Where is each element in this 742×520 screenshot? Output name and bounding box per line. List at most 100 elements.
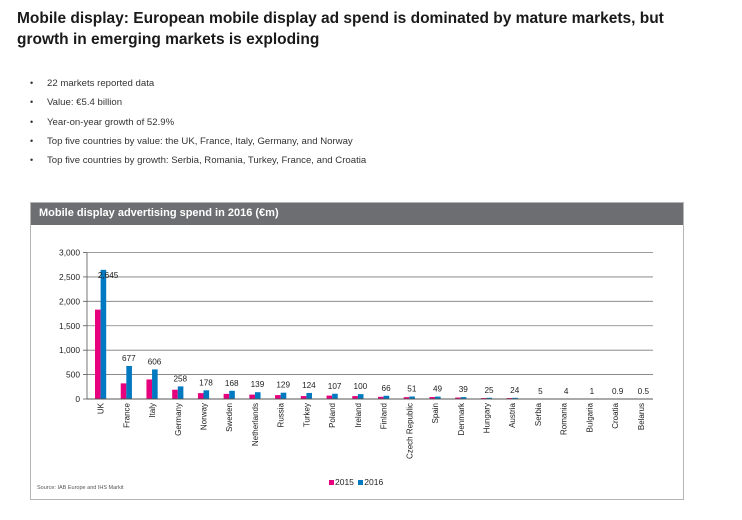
y-tick-label: 1,000 xyxy=(59,345,80,355)
chart-title: Mobile display advertising spend in 2016… xyxy=(39,207,279,219)
bar-2016 xyxy=(383,395,390,399)
bar-2015 xyxy=(275,395,281,399)
data-label: 2,645 xyxy=(98,271,119,280)
bar-chart: 0 500 1,000 1,500 2,000 2,500 3,000 2,645 UK 677 F… xyxy=(59,248,653,459)
bar-2016 xyxy=(486,397,493,399)
y-tick-label: 1,500 xyxy=(59,321,80,331)
category-label: Serbia xyxy=(534,402,543,426)
y-tick-label: 2,000 xyxy=(59,296,80,306)
bar-2016 xyxy=(435,396,441,399)
category-label: Netherlands xyxy=(251,403,260,446)
bar-2016 xyxy=(409,396,415,399)
bar-2016 xyxy=(357,394,364,399)
bullet-item: Top five countries by value: the UK, Fra… xyxy=(30,132,366,152)
data-label: 51 xyxy=(407,385,417,394)
bar-2016 xyxy=(460,397,467,399)
bullet-item: Year-on-year growth of 52.9% xyxy=(30,113,366,133)
data-label: 677 xyxy=(122,354,136,363)
bar-2015 xyxy=(506,398,513,399)
bar-2016 xyxy=(152,369,158,399)
category-label: Hungary xyxy=(483,403,492,433)
data-label: 5 xyxy=(538,387,543,396)
data-label: 66 xyxy=(382,384,392,393)
data-label: 0.9 xyxy=(612,387,624,396)
data-label: 168 xyxy=(225,379,239,388)
category-label: Bulgaria xyxy=(585,402,594,432)
bar-2016 xyxy=(100,269,107,399)
category-label: Romania xyxy=(560,402,569,435)
data-label: 4 xyxy=(564,387,569,396)
data-label: 139 xyxy=(251,380,265,389)
category-label: Norway xyxy=(200,403,209,430)
bar-2016 xyxy=(126,365,132,399)
legend-label-2016: 2016 xyxy=(364,477,384,487)
category-label: Spain xyxy=(431,403,440,423)
legend-item-2015: 2015 xyxy=(329,477,354,487)
bar-2015 xyxy=(429,397,436,399)
legend-item-2016: 2016 xyxy=(358,477,383,487)
category-label: Belarus xyxy=(637,403,646,430)
bar-2015 xyxy=(378,396,384,399)
bar-2015 xyxy=(120,383,127,399)
bar-2016 xyxy=(512,397,518,399)
bar-2015 xyxy=(326,395,333,399)
y-tick-label: 500 xyxy=(66,370,80,380)
data-label: 0.5 xyxy=(638,387,650,396)
category-label: Croatia xyxy=(611,402,620,428)
bullet-item: 22 markets reported data xyxy=(30,74,366,94)
bar-2015 xyxy=(146,379,153,399)
data-label: 178 xyxy=(199,378,213,387)
bar-2015 xyxy=(455,397,461,399)
category-label: Poland xyxy=(328,403,337,428)
bar-2016 xyxy=(254,392,261,399)
key-facts-list: 22 markets reported data Value: €5.4 bil… xyxy=(30,74,366,171)
category-label: Finland xyxy=(380,403,389,429)
data-label: 1 xyxy=(590,387,595,396)
data-label: 258 xyxy=(173,374,187,383)
legend-label-2015: 2015 xyxy=(335,477,354,487)
bar-2016 xyxy=(177,386,184,399)
category-label: Italy xyxy=(148,403,157,418)
bar-2015 xyxy=(197,393,204,399)
data-label: 39 xyxy=(459,385,469,394)
data-label: 129 xyxy=(276,381,290,390)
data-label: 606 xyxy=(148,357,162,366)
bar-2015 xyxy=(172,389,178,399)
category-label: France xyxy=(122,402,131,427)
category-label: Germany xyxy=(174,403,183,436)
data-label: 25 xyxy=(484,386,494,395)
data-label: 124 xyxy=(302,381,316,390)
y-tick-label: 2,500 xyxy=(59,272,80,282)
data-label: 24 xyxy=(510,386,520,395)
category-label: UK xyxy=(97,402,106,414)
category-label: Czech Republic xyxy=(405,403,414,459)
source-note: Source: IAB Europe and IHS Markit xyxy=(37,485,124,491)
bar-2015 xyxy=(223,393,230,399)
bar-2015 xyxy=(95,309,101,399)
bar-2015 xyxy=(352,396,358,399)
legend-swatch-2015 xyxy=(329,480,334,486)
category-label: Turkey xyxy=(302,403,311,427)
category-label: Sweden xyxy=(225,403,234,432)
bullet-item: Value: €5.4 billion xyxy=(30,93,366,113)
chart-panel: Mobile display advertising spend in 2016… xyxy=(30,202,684,500)
category-label: Russia xyxy=(277,402,286,427)
bar-2015 xyxy=(480,398,487,399)
bar-2015 xyxy=(300,396,307,399)
chart-header-bar: Mobile display advertising spend in 2016… xyxy=(31,203,683,225)
y-tick-label: 0 xyxy=(75,394,80,404)
category-label: Austria xyxy=(508,402,517,427)
bar-2016 xyxy=(280,392,287,399)
bar-2016 xyxy=(332,393,338,399)
bullet-item: Top five countries by growth: Serbia, Ro… xyxy=(30,151,366,171)
data-label: 100 xyxy=(354,382,368,391)
category-label: Ireland xyxy=(354,403,363,427)
bar-2016 xyxy=(306,392,313,399)
data-label: 49 xyxy=(433,385,443,394)
page-headline: Mobile display: European mobile display … xyxy=(17,10,664,48)
bar-2016 xyxy=(203,390,210,399)
bar-2015 xyxy=(403,397,410,399)
bar-2015 xyxy=(249,394,255,399)
y-tick-label: 3,000 xyxy=(59,248,80,258)
bar-2016 xyxy=(229,390,235,399)
